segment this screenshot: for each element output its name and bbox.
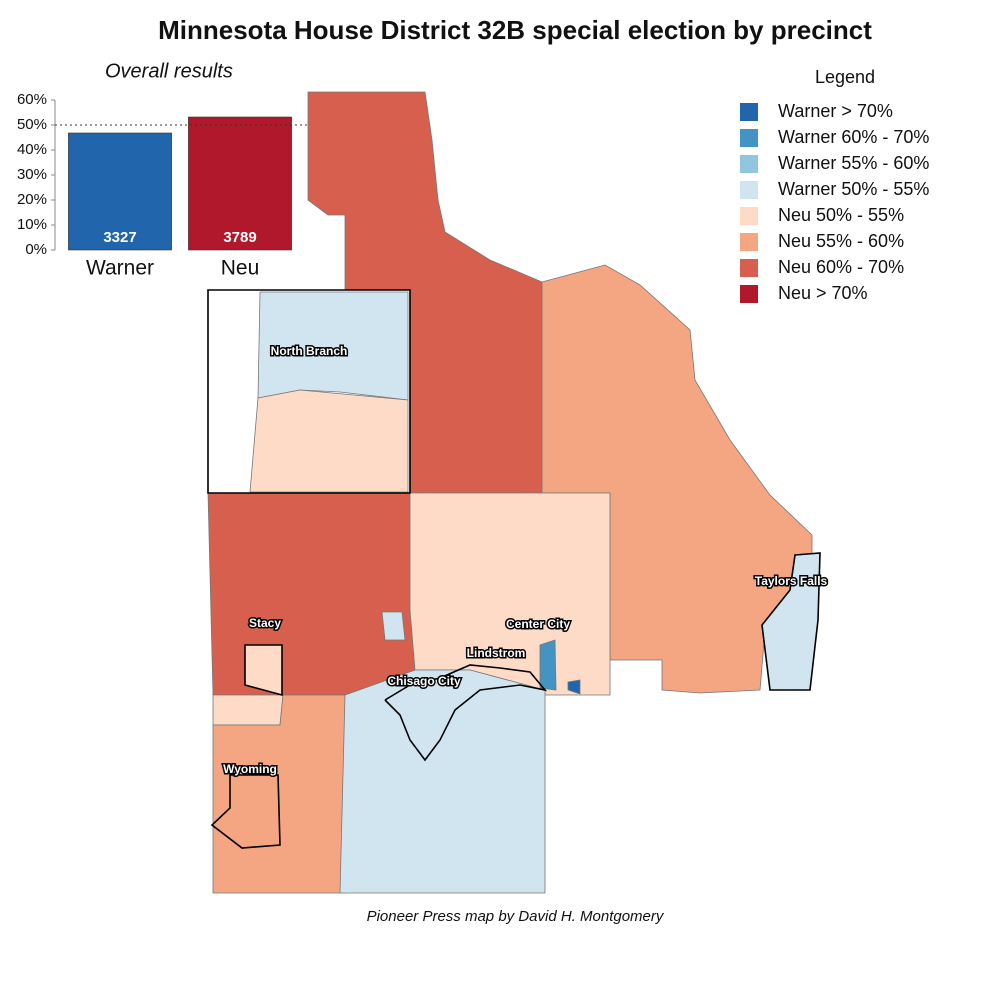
precinct xyxy=(212,694,284,726)
legend-label: Warner > 70% xyxy=(778,101,893,121)
legend-swatch xyxy=(740,103,758,121)
legend-swatch xyxy=(740,155,758,173)
y-tick-label: 0% xyxy=(25,241,47,258)
place-label: Lindstrom xyxy=(467,646,526,660)
legend-swatch xyxy=(740,207,758,225)
city-outline xyxy=(210,774,281,849)
subtitle: Overall results xyxy=(105,60,233,82)
map xyxy=(207,91,821,894)
place-label: North Branch xyxy=(271,344,348,358)
bar xyxy=(188,116,292,251)
y-tick-label: 40% xyxy=(17,141,47,158)
legend-label: Warner 60% - 70% xyxy=(778,127,929,147)
place-label: Center City xyxy=(506,617,570,631)
credit: Pioneer Press map by David H. Montgomery xyxy=(367,908,665,925)
legend-label: Neu 55% - 60% xyxy=(778,231,904,251)
bar xyxy=(68,132,172,251)
precinct xyxy=(567,679,581,695)
title: Minnesota House District 32B special ele… xyxy=(158,15,872,45)
legend-swatch xyxy=(740,285,758,303)
legend-label: Warner 50% - 55% xyxy=(778,179,929,199)
legend-swatch xyxy=(740,233,758,251)
place-label: Taylors Falls xyxy=(755,574,828,588)
legend-label: Neu > 70% xyxy=(778,283,868,303)
precinct xyxy=(339,669,546,894)
legend-label: Warner 55% - 60% xyxy=(778,153,929,173)
place-label: Wyoming xyxy=(223,762,277,776)
precinct xyxy=(381,611,406,641)
x-tick-label: Warner xyxy=(86,257,154,280)
legend-label: Neu 50% - 55% xyxy=(778,205,904,225)
city-outline xyxy=(761,552,821,691)
precinct xyxy=(409,492,611,696)
legend-swatch xyxy=(740,181,758,199)
city-outline xyxy=(207,289,411,494)
legend-label: Neu 60% - 70% xyxy=(778,257,904,277)
y-tick-label: 30% xyxy=(17,166,47,183)
place-label: Chisago City xyxy=(387,674,461,688)
vote-label: 3327 xyxy=(103,229,136,246)
precinct xyxy=(249,389,409,493)
place-label: Stacy xyxy=(249,616,281,630)
city-outline xyxy=(384,664,548,762)
city-outline xyxy=(244,644,283,697)
place-labels: North Branch Stacy Wyoming Center City Linds… xyxy=(222,343,829,778)
legend-swatch xyxy=(740,129,758,147)
y-tick-label: 50% xyxy=(17,116,47,133)
y-tick-label: 10% xyxy=(17,216,47,233)
precinct xyxy=(207,492,416,696)
legend-title: Legend xyxy=(815,67,875,87)
x-tick-label: Neu xyxy=(221,257,260,280)
y-tick-label: 60% xyxy=(17,91,47,108)
y-tick-label: 20% xyxy=(17,191,47,208)
precinct xyxy=(539,639,557,691)
legend-swatch xyxy=(740,259,758,277)
vote-label: 3789 xyxy=(223,229,256,246)
